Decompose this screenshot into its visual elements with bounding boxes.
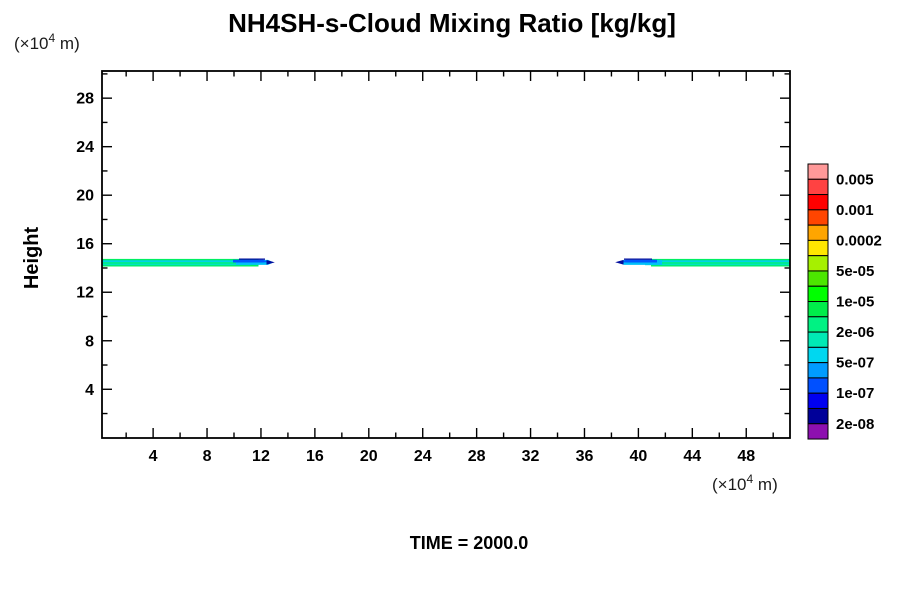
tick-label: 8 <box>203 448 212 465</box>
tick-label: 0.005 <box>836 171 874 188</box>
colorbar-cell <box>807 255 829 272</box>
colorbar-cell <box>807 407 829 425</box>
tick-label: 40 <box>630 448 648 465</box>
colorbar-cell <box>807 194 829 211</box>
colorbar-cell <box>807 178 829 196</box>
y-axis-tick-labels: 4 8 12 16 20 24 28 <box>76 91 94 399</box>
tick-label: 4 <box>85 382 94 399</box>
time-annotation: TIME = 2000.0 <box>410 533 529 553</box>
cloud-band-right <box>615 258 790 267</box>
colorbar-cell <box>807 331 829 348</box>
tick-label: 48 <box>737 448 755 465</box>
tick-label: 20 <box>76 188 94 205</box>
tick-label: 5e-07 <box>836 355 874 372</box>
tick-label: 2e-08 <box>836 416 874 433</box>
colorbar-cell <box>807 423 829 440</box>
tick-label: 0.001 <box>836 202 874 219</box>
colorbar-cell <box>807 285 829 303</box>
plot-frame <box>101 70 791 439</box>
tick-label: 4 <box>149 448 158 465</box>
colorbar-cell <box>807 377 829 394</box>
colorbar-cell <box>807 209 829 226</box>
tick-label: 1e-05 <box>836 294 874 311</box>
colorbar-cell <box>807 270 829 287</box>
colorbar <box>807 163 829 440</box>
colorbar-cell <box>807 239 829 257</box>
tick-label: 24 <box>414 448 432 465</box>
tick-label: 12 <box>76 285 94 302</box>
tick-label: 36 <box>576 448 594 465</box>
x-axis-tick-labels: 4 8 12 16 20 24 28 32 36 40 44 48 <box>149 448 756 465</box>
cloud-band-left <box>102 258 275 267</box>
x-axis-unit-label: (×104 m) <box>712 472 778 494</box>
y-axis-label: Height <box>21 227 43 290</box>
tick-label: 20 <box>360 448 378 465</box>
tick-label: 16 <box>76 236 94 253</box>
tick-label: 24 <box>76 139 94 156</box>
colorbar-cell <box>807 301 829 318</box>
tick-label: 28 <box>468 448 486 465</box>
colorbar-cell <box>807 392 829 409</box>
tick-label: 16 <box>306 448 324 465</box>
tick-label: 28 <box>76 91 94 108</box>
colorbar-cell <box>807 163 829 180</box>
colorbar-cell <box>807 346 829 364</box>
colorbar-cell <box>807 362 829 379</box>
tick-label: 0.0002 <box>836 232 882 249</box>
tick-label: 44 <box>683 448 701 465</box>
colorbar-cell <box>807 224 829 241</box>
axis-ticks <box>102 71 790 438</box>
colorbar-labels: 0.005 0.001 0.0002 5e-05 1e-05 2e-06 5e-07 1e-0… <box>836 171 882 432</box>
chart-title: NH4SH-s-Cloud Mixing Ratio [kg/kg] <box>228 8 676 38</box>
tick-label: 32 <box>522 448 540 465</box>
tick-label: 5e-05 <box>836 263 874 280</box>
y-axis-unit-label: (×104 m) <box>14 31 80 53</box>
colorbar-cell <box>807 316 829 333</box>
tick-label: 8 <box>85 333 94 350</box>
tick-label: 2e-06 <box>836 324 874 341</box>
tick-label: 12 <box>252 448 270 465</box>
tick-label: 1e-07 <box>836 385 874 402</box>
